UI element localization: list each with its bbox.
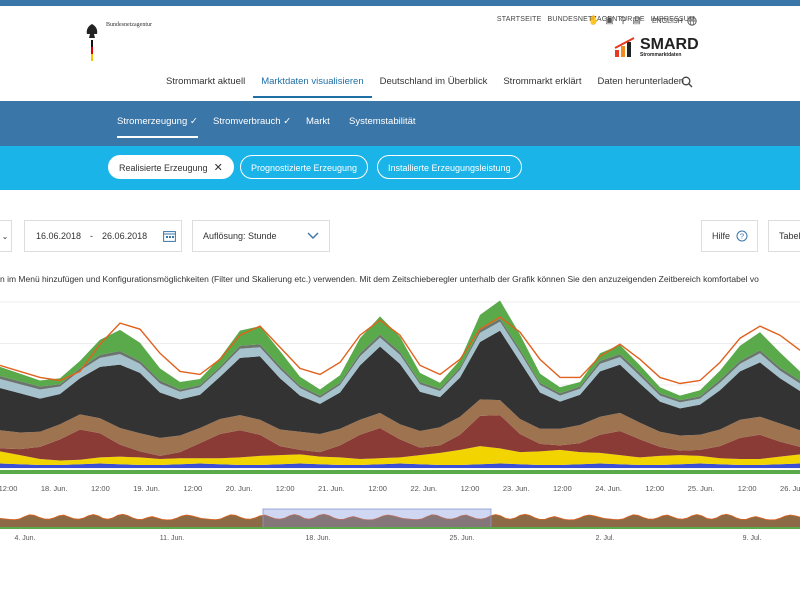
x-tick-label: 20. Jun. bbox=[226, 484, 253, 493]
main-navigation: Strommarkt aktuell Marktdaten visualisie… bbox=[158, 72, 692, 98]
series-area-4[interactable] bbox=[0, 330, 800, 438]
filter-bar: Realisierte Erzeugung ✕ Prognostizierte E… bbox=[0, 146, 800, 190]
series-area-2[interactable] bbox=[0, 415, 800, 461]
date-separator: - bbox=[90, 231, 94, 241]
x-tick-label: 12:00 bbox=[183, 484, 202, 493]
x-tick-label: 25. Jun. bbox=[688, 484, 715, 493]
x-tick-label: 12:00 bbox=[645, 484, 664, 493]
x-tick-label: 19. Jun. bbox=[133, 484, 160, 493]
x-tick-label: 12:00 bbox=[461, 484, 480, 493]
resolution-label: Auflösung: Stunde bbox=[203, 231, 277, 241]
x-tick-label: 12:00 bbox=[276, 484, 295, 493]
nav-daten-herunterladen[interactable]: Daten herunterladen bbox=[597, 76, 685, 87]
subnav-stromverbrauch-label: Stromverbrauch bbox=[213, 116, 281, 127]
service-link-impressum[interactable]: IMPRESSUM bbox=[650, 16, 695, 23]
time-navigator[interactable]: 4. Jun. 11. Jun. 18. Jun. 25. Jun. 2. Jul. 9.… bbox=[0, 505, 800, 545]
brand-subtitle: Strommarktdaten bbox=[640, 52, 682, 58]
subnav-stromerzeugung[interactable]: Stromerzeugung ✓ bbox=[117, 116, 198, 138]
x-tick-label: 12:00 bbox=[368, 484, 387, 493]
navigator-tick-label: 25. Jun. bbox=[450, 535, 475, 542]
language-switch[interactable]: ENGLISH bbox=[652, 16, 697, 26]
accessibility-icon[interactable]: ⚲ bbox=[619, 15, 627, 25]
filter-realisierte-erzeugung-label: Realisierte Erzeugung bbox=[119, 163, 208, 173]
smard-bars-icon bbox=[614, 37, 635, 57]
total-line[interactable] bbox=[0, 316, 800, 385]
navigator-line bbox=[0, 513, 800, 521]
table-button[interactable]: Tabel bbox=[768, 220, 800, 252]
chart-description: n im Menü hinzufügen und Konfigurationsm… bbox=[0, 274, 759, 284]
chevron-down-icon bbox=[307, 232, 319, 239]
date-range-picker[interactable]: 16.06.2018 - 26.06.2018 bbox=[24, 220, 182, 252]
svg-text:?: ? bbox=[740, 232, 744, 241]
calendar-icon bbox=[163, 231, 176, 242]
brand-title: SMARD bbox=[640, 36, 699, 53]
chevron-down-icon: ✓ bbox=[283, 116, 292, 127]
x-tick-label: 12:00 bbox=[91, 484, 110, 493]
federal-eagle-logo bbox=[86, 24, 98, 61]
date-to: 26.06.2018 bbox=[102, 231, 148, 241]
help-label: Hilfe bbox=[712, 231, 731, 241]
x-tick-label: 26. Jun. bbox=[780, 484, 800, 493]
print-icon[interactable]: ▤ bbox=[632, 15, 641, 25]
navigator-tick-label: 11. Jun. bbox=[160, 535, 184, 542]
table-label: Tabel bbox=[779, 231, 800, 241]
x-tick-label: 22. Jun. bbox=[410, 484, 437, 493]
service-link-bnetza[interactable]: BUNDESNETZAGENTUR.DE bbox=[547, 16, 645, 23]
nav-strommarkt-aktuell[interactable]: Strommarkt aktuell bbox=[166, 76, 246, 87]
nav-marktdaten-visualisieren[interactable]: Marktdaten visualisieren bbox=[253, 72, 372, 98]
sub-navigation: Stromerzeugung ✓ Stromverbrauch ✓ Markt … bbox=[0, 101, 800, 146]
subnav-stromerzeugung-label: Stromerzeugung bbox=[117, 116, 188, 127]
filter-prognostizierte-erzeugung[interactable]: Prognostizierte Erzeugung bbox=[240, 155, 369, 179]
filter-installierte-leistung[interactable]: Installierte Erzeugungsleistung bbox=[377, 155, 522, 179]
x-tick-label: 18. Jun. bbox=[41, 484, 68, 493]
agency-name: Bundesnetzagentur bbox=[106, 22, 152, 28]
search-icon[interactable] bbox=[681, 76, 693, 88]
resolution-dropdown[interactable]: Auflösung: Stunde bbox=[192, 220, 330, 252]
series-area-0[interactable] bbox=[0, 463, 800, 468]
service-links: STARTSEITE BUNDESNETZAGENTUR.DE IMPRESSU… bbox=[497, 16, 695, 23]
help-button[interactable]: Hilfe ? bbox=[701, 220, 758, 252]
x-tick-label: 12:00 bbox=[0, 484, 17, 493]
subnav-markt[interactable]: Markt bbox=[306, 116, 330, 127]
subnav-stromverbrauch[interactable]: Stromverbrauch ✓ bbox=[213, 116, 291, 127]
easy-language-icon[interactable]: ▣ bbox=[605, 15, 614, 25]
navigator-tick-label: 9. Jul. bbox=[743, 535, 762, 542]
nav-strommarkt-erklaert[interactable]: Strommarkt erklärt bbox=[503, 76, 582, 87]
nav-deutschland-ueberblick[interactable]: Deutschland im Überblick bbox=[379, 76, 488, 87]
globe-icon bbox=[687, 16, 697, 26]
series-area-3[interactable] bbox=[0, 399, 800, 456]
close-icon[interactable]: ✕ bbox=[213, 162, 223, 174]
accessibility-icons: ✋ ▣ ⚲ ▤ bbox=[588, 15, 641, 26]
subnav-systemstabilitaet[interactable]: Systemstabilität bbox=[349, 116, 416, 127]
x-tick-label: 23. Jun. bbox=[503, 484, 530, 493]
service-link-startseite[interactable]: STARTSEITE bbox=[496, 16, 542, 23]
sign-language-icon[interactable]: ✋ bbox=[588, 15, 600, 25]
x-tick-label: 12:00 bbox=[738, 484, 757, 493]
language-label: ENGLISH bbox=[652, 17, 683, 25]
navigator-tick-label: 4. Jun. bbox=[14, 535, 35, 542]
smard-logo[interactable]: SMARD Strommarktdaten bbox=[614, 36, 699, 58]
date-from: 16.06.2018 bbox=[36, 231, 82, 241]
category-dropdown[interactable]: ⌄ bbox=[0, 220, 12, 252]
navigator-tick-label: 18. Jun. bbox=[306, 535, 331, 542]
filter-realisierte-erzeugung[interactable]: Realisierte Erzeugung ✕ bbox=[108, 155, 234, 179]
navigator-tick-label: 2. Jul. bbox=[596, 535, 615, 542]
x-tick-label: 12:00 bbox=[553, 484, 572, 493]
chevron-down-icon: ⌄ bbox=[1, 231, 9, 241]
x-tick-label: 24. Jun. bbox=[595, 484, 622, 493]
x-tick-label: 21. Jun. bbox=[318, 484, 345, 493]
navigator-selection-handle[interactable] bbox=[262, 508, 492, 529]
series-area-7[interactable] bbox=[0, 300, 800, 401]
generation-chart[interactable]: 12:00 18. Jun. 12:00 19. Jun. 12:00 20. Jun. 1… bbox=[0, 298, 800, 498]
help-icon: ? bbox=[736, 230, 748, 242]
top-accent-bar bbox=[0, 0, 800, 6]
chevron-down-icon: ✓ bbox=[189, 116, 198, 127]
series-area-1[interactable] bbox=[0, 446, 800, 465]
